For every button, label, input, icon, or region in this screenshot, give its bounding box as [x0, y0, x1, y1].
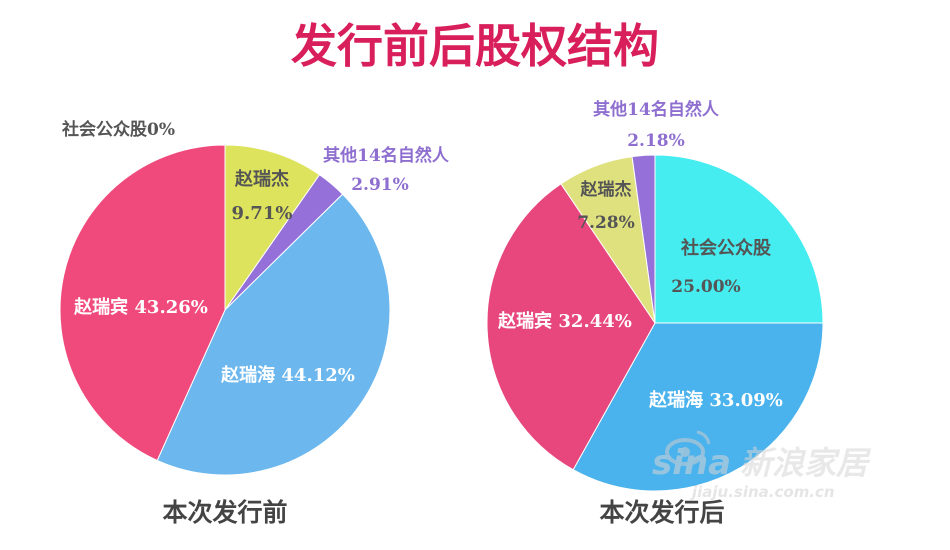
before-slice-3-label: 赵瑞海 44.12%: [220, 364, 355, 386]
after-slice-2-label: 赵瑞宾 32.44%: [497, 310, 632, 332]
pie-after-slice-4: [631, 154, 656, 324]
pie-before-caption: 本次发行前: [162, 498, 287, 527]
pie-before-slice-1: [224, 144, 321, 312]
after-slice-4-value-label: 2.18%: [627, 131, 685, 151]
after-slice-1-label: 赵瑞海 33.09%: [648, 389, 783, 411]
after-slice-0-value-label: 25.00%: [671, 277, 740, 297]
sina-watermark: sina 新浪家居 jiaju.sina.com.cn: [652, 430, 872, 501]
before-slice-2-value-label: 2.91%: [351, 175, 409, 195]
pie-after-caption: 本次发行后: [599, 498, 724, 527]
after-slice-3-label: 赵瑞杰: [580, 179, 632, 200]
sina-eye-icon: [665, 430, 711, 466]
before-slice-2-label: 其他14名自然人: [323, 145, 450, 166]
after-slice-0-label: 社会公众股: [681, 237, 772, 259]
slice-labels: 社会公众股0% 赵瑞杰 9.71% 其他14名自然人 2.91% 赵瑞海 44.12% 赵瑞…: [61, 99, 783, 411]
after-slice-3-value-label: 7.28%: [577, 213, 635, 233]
pie-before-slice-4: [59, 144, 226, 462]
after-slice-4-label: 其他14名自然人: [593, 99, 720, 120]
pie-after-slice-1: [572, 322, 824, 492]
before-slice-1-value-label: 9.71%: [232, 203, 293, 224]
before-slice-1-label: 赵瑞杰: [234, 168, 289, 190]
pie-after-slice-2: [486, 183, 656, 471]
before-slice-0-label: 社会公众股0%: [61, 119, 175, 140]
pie-after-slice-0: [654, 154, 824, 324]
pie-before-slice-3: [156, 193, 391, 476]
chart-title: 发行前后股权结构: [291, 19, 659, 73]
before-slice-4-label: 赵瑞宾 43.26%: [73, 296, 208, 318]
pie-after: [486, 154, 824, 492]
watermark-brand: sina: [652, 443, 731, 483]
watermark-brand-cn: 新浪家居: [740, 444, 872, 482]
watermark-url: jiaju.sina.com.cn: [690, 483, 835, 501]
pie-before: [59, 144, 391, 476]
